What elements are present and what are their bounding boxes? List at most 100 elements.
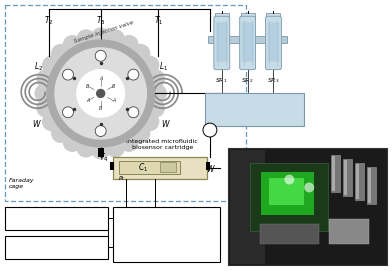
Bar: [118, 161, 180, 174]
Circle shape: [35, 85, 53, 102]
FancyBboxPatch shape: [242, 22, 254, 62]
Text: $P_1$: $P_1$: [217, 112, 227, 124]
Bar: [113, 157, 207, 179]
Text: LIA: LIA: [191, 233, 209, 246]
Circle shape: [77, 70, 125, 117]
Circle shape: [148, 85, 166, 102]
Text: $T_4$: $T_4$: [99, 152, 109, 164]
Circle shape: [304, 182, 314, 192]
Bar: [5, 236, 108, 259]
Circle shape: [95, 125, 106, 137]
Bar: [260, 224, 319, 244]
FancyBboxPatch shape: [240, 16, 256, 70]
FancyBboxPatch shape: [267, 22, 279, 62]
FancyBboxPatch shape: [269, 178, 304, 205]
Bar: [5, 5, 246, 201]
Bar: [113, 207, 220, 262]
Circle shape: [141, 56, 159, 74]
Bar: [98, 148, 103, 157]
Text: Integrated microfluidic
biosensor cartridge: Integrated microfluidic biosensor cartri…: [126, 139, 198, 150]
Circle shape: [132, 45, 150, 62]
Text: B: B: [86, 83, 89, 89]
Circle shape: [37, 70, 55, 88]
Circle shape: [92, 141, 110, 159]
Text: $SR_1$: $SR_1$: [216, 76, 228, 85]
Bar: [110, 162, 114, 170]
Text: $L_1$: $L_1$: [159, 60, 168, 73]
FancyBboxPatch shape: [216, 22, 228, 62]
Text: $SR_2$: $SR_2$: [241, 76, 254, 85]
Bar: [356, 164, 359, 199]
Circle shape: [43, 56, 61, 74]
Text: $SR_3$: $SR_3$: [267, 76, 280, 85]
Circle shape: [146, 99, 164, 117]
Text: Faraday
cage: Faraday cage: [8, 178, 34, 189]
Circle shape: [141, 113, 159, 131]
FancyBboxPatch shape: [250, 163, 328, 231]
Circle shape: [132, 124, 150, 142]
Text: $v_{ds}$: $v_{ds}$: [135, 242, 148, 252]
Circle shape: [106, 30, 124, 48]
Bar: [206, 162, 210, 170]
Bar: [241, 13, 254, 19]
Circle shape: [120, 36, 138, 53]
Text: Sample injection valve: Sample injection valve: [73, 20, 134, 44]
Circle shape: [106, 139, 124, 157]
Circle shape: [97, 89, 105, 97]
Text: $T_1$: $T_1$: [154, 15, 163, 27]
Text: $C_1$: $C_1$: [138, 162, 149, 174]
Text: $T_5$: $T_5$: [192, 163, 201, 176]
Circle shape: [92, 28, 110, 46]
Bar: [208, 36, 287, 43]
Bar: [344, 160, 347, 195]
Text: W: W: [162, 120, 169, 129]
Text: $T_3$: $T_3$: [96, 15, 105, 27]
Circle shape: [128, 69, 139, 80]
Bar: [355, 163, 364, 200]
Circle shape: [52, 124, 70, 142]
Circle shape: [284, 175, 294, 185]
Circle shape: [43, 113, 61, 131]
Text: $P_3$: $P_3$: [283, 112, 292, 124]
Circle shape: [52, 45, 70, 62]
Text: W: W: [33, 120, 40, 129]
Circle shape: [63, 107, 73, 118]
Circle shape: [41, 34, 160, 153]
Bar: [228, 148, 387, 265]
Text: $T_2$: $T_2$: [44, 15, 54, 27]
Text: A: A: [86, 98, 89, 103]
Text: W: W: [206, 165, 214, 174]
Text: Pressure controller: Pressure controller: [225, 100, 284, 105]
Bar: [205, 93, 304, 126]
Bar: [332, 156, 335, 191]
Bar: [230, 150, 265, 264]
Circle shape: [146, 70, 164, 88]
Bar: [367, 167, 376, 204]
Text: B: B: [112, 83, 115, 89]
Bar: [215, 13, 229, 19]
Circle shape: [64, 36, 81, 53]
Bar: [368, 168, 371, 203]
FancyBboxPatch shape: [261, 172, 314, 215]
Circle shape: [95, 50, 106, 61]
Circle shape: [37, 99, 55, 117]
Circle shape: [55, 48, 146, 139]
Circle shape: [64, 133, 81, 151]
Text: A: A: [99, 76, 102, 81]
Circle shape: [63, 69, 73, 80]
Bar: [343, 159, 352, 196]
Circle shape: [47, 40, 154, 147]
Circle shape: [77, 30, 95, 48]
Text: SMU 1: $V_{fg}$: SMU 1: $V_{fg}$: [35, 212, 77, 225]
Circle shape: [128, 107, 139, 118]
Circle shape: [77, 139, 95, 157]
Text: B: B: [99, 106, 102, 111]
Text: Pt: Pt: [118, 176, 124, 180]
Circle shape: [120, 133, 138, 151]
Bar: [160, 162, 176, 172]
Bar: [5, 207, 108, 230]
FancyBboxPatch shape: [265, 16, 281, 70]
Text: $P_5$: $P_5$: [207, 125, 213, 134]
Circle shape: [203, 123, 217, 137]
FancyBboxPatch shape: [214, 16, 230, 70]
